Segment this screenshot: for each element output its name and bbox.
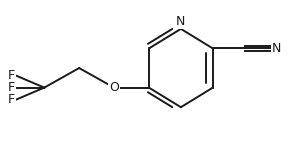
Text: N: N bbox=[176, 15, 185, 28]
Text: N: N bbox=[272, 42, 281, 55]
Text: F: F bbox=[8, 81, 15, 94]
Text: F: F bbox=[8, 69, 15, 82]
Text: O: O bbox=[109, 81, 119, 94]
Text: F: F bbox=[8, 93, 15, 106]
